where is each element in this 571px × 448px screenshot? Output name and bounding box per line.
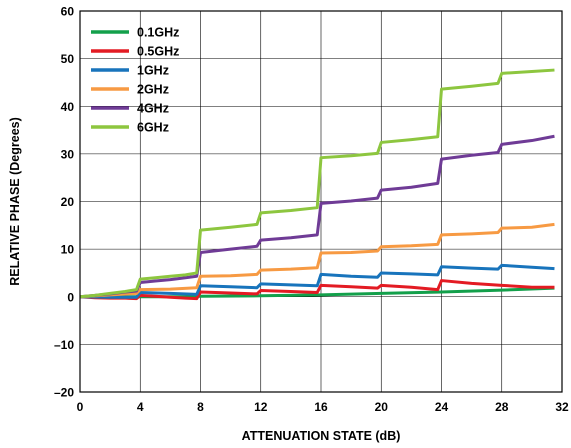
y-tick-label: 60 (61, 5, 75, 19)
legend-label: 0.1GHz (137, 26, 179, 40)
legend: 0.1GHz 0.5GHz 1GHz 2GHz 4GHz 6GHz (91, 26, 179, 135)
legend-label: 4GHz (137, 102, 169, 116)
y-tick-label: –20 (54, 386, 74, 400)
x-tick-label: 12 (254, 400, 268, 414)
legend-label: 2GHz (137, 83, 169, 97)
x-axis-title: ATTENUATION STATE (dB) (242, 429, 401, 443)
series-line-2ghz (79, 222, 555, 299)
y-tick-label: 20 (61, 195, 75, 209)
y-tick-label: –10 (54, 338, 74, 352)
series-lines (79, 68, 555, 301)
tick-labels: 0 4 8 12 16 20 24 28 32 –20 –10 0 10 20 30 40 50 60 (54, 5, 569, 415)
grid-lines (80, 11, 562, 392)
legend-label: 0.5GHz (137, 45, 179, 59)
x-tick-label: 32 (555, 400, 569, 414)
x-tick-label: 0 (77, 400, 84, 414)
x-tick-label: 24 (435, 400, 449, 414)
x-tick-label: 16 (314, 400, 328, 414)
y-tick-label: 40 (61, 100, 75, 114)
x-tick-label: 20 (375, 400, 389, 414)
x-tick-label: 4 (137, 400, 144, 414)
legend-label: 6GHz (137, 121, 169, 135)
y-tick-label: 10 (61, 243, 75, 257)
y-axis-title: RELATIVE PHASE (Degrees) (8, 117, 22, 286)
y-tick-label: 0 (67, 290, 74, 304)
x-tick-label: 28 (495, 400, 509, 414)
series-line-1ghz (79, 263, 555, 299)
plot-frame (79, 10, 563, 393)
series-line-6ghz (79, 68, 555, 299)
y-tick-label: 30 (61, 147, 75, 161)
series-line-4ghz (79, 134, 555, 299)
x-tick-label: 8 (197, 400, 204, 414)
y-tick-label: 50 (61, 52, 75, 66)
legend-label: 1GHz (137, 64, 169, 78)
